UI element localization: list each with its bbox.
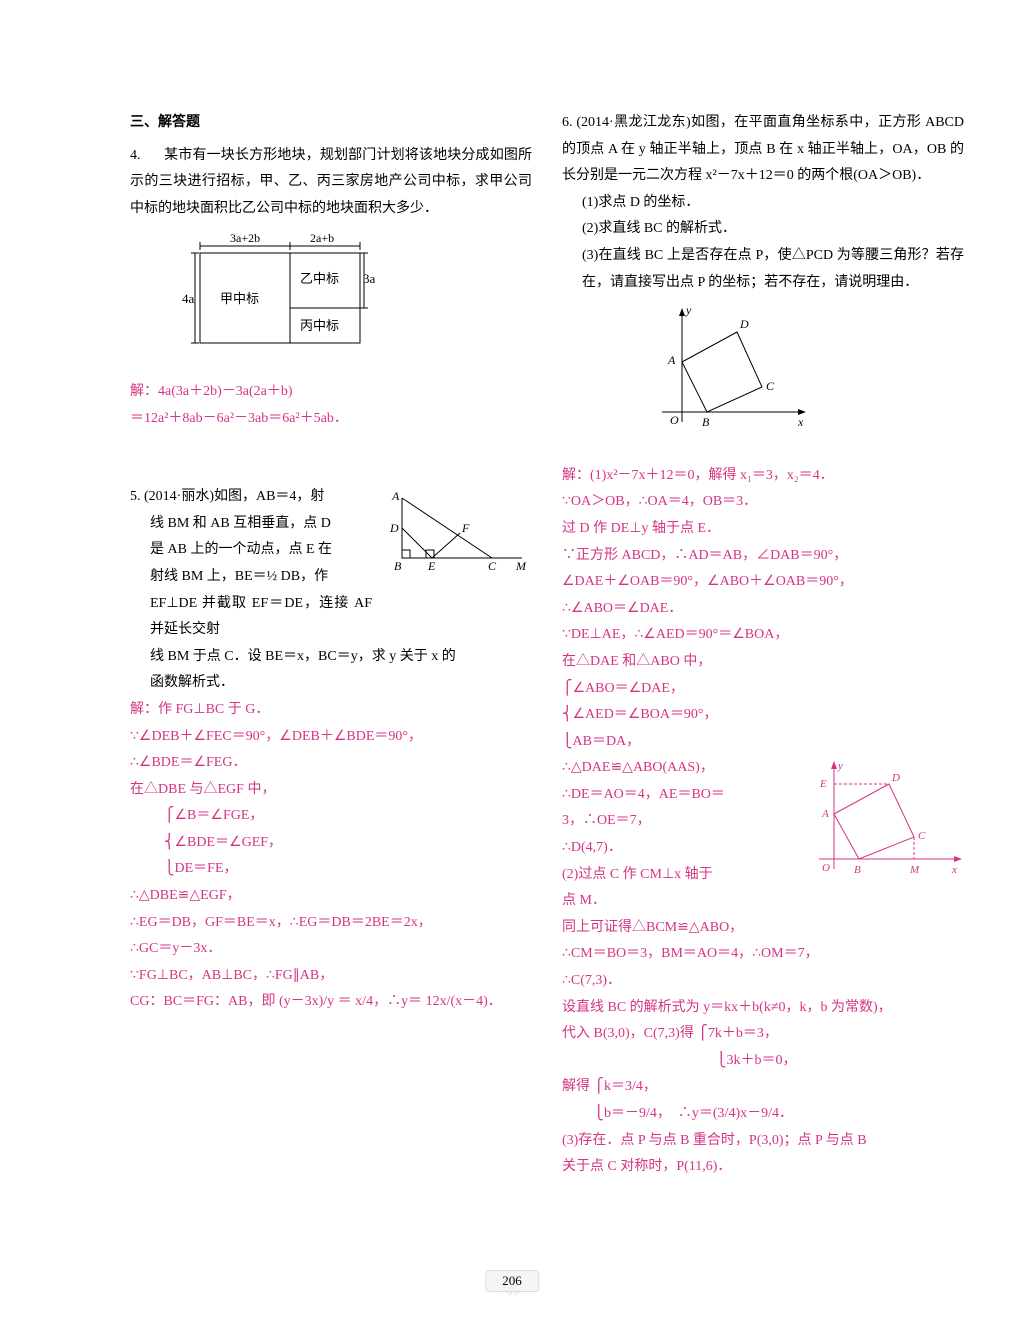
p5-s11: CG：BC＝FG：AB，即 (y－3x)/y ＝ x/4，∴y＝ 12x/(x－… — [130, 989, 532, 1016]
d2-E: E — [819, 778, 827, 790]
p6-s0: 解：(1)x²－7x＋12＝0，解得 x₁＝3，x₂＝4． — [562, 463, 964, 490]
section-title: 三、解答题 — [130, 110, 532, 137]
p6-s3: ∵正方形 ABCD，∴AD＝AB，∠DAB＝90°， — [562, 543, 964, 570]
lbl-M: M — [515, 559, 527, 573]
p5-s8: ∴EG＝DB，GF＝BE＝x，∴EG＝DB＝2BE＝2x， — [130, 910, 532, 937]
p6-s25: (3)存在．点 P 与点 B 重合时，P(3,0)；点 P 与点 B — [562, 1128, 964, 1155]
label-bing: 丙中标 — [300, 318, 339, 333]
problem-4-diagram: 3a+2b 2a+b 4a 3a 甲中标 乙中标 丙中标 — [160, 228, 532, 369]
p6-s17: 同上可证得△BCM≌△ABO， — [562, 915, 964, 942]
d1-B: B — [702, 415, 710, 429]
p5-s10: ∵FG⊥BC，AB⊥BC，∴FG∥AB， — [130, 963, 532, 990]
problem-6-header: (2014·黑龙江龙东)如图，在平面直角坐标系中，正方形 ABCD 的顶点 A … — [562, 115, 964, 183]
problem-5: A D B E F C M 5. (2014·丽水)如图，AB＝4，射 线 BM… — [130, 484, 532, 1016]
label-4a: 4a — [182, 291, 195, 306]
p5-s3: 在△DBE 与△EGF 中， — [130, 777, 532, 804]
problem-6-num: 6. — [562, 115, 573, 130]
right-column: 6. (2014·黑龙江龙东)如图，在平面直角坐标系中，正方形 ABCD 的顶点… — [562, 110, 964, 1193]
p6-s10: ⎩AB＝DA， — [562, 729, 964, 756]
d1-O: O — [670, 413, 679, 427]
lbl-F: F — [461, 521, 470, 535]
p6-s21: 代入 B(3,0)，C(7,3)得 ⎧7k＋b＝3， — [562, 1021, 964, 1048]
problem-4-sol-1: 解：4a(3a＋2b)－3a(2a＋b) — [130, 379, 532, 406]
p5-s6: ⎩DE＝FE， — [130, 856, 532, 883]
p6-s26: 关于点 C 对称时，P(11,6)． — [562, 1154, 964, 1181]
problem-4-num: 4. — [130, 148, 141, 163]
p6-s1: ∵OA＞OB，∴OA＝4，OB＝3． — [562, 489, 964, 516]
p5-s7: ∴△DBE≌△EGF， — [130, 883, 532, 910]
p6-s5: ∴∠ABO＝∠DAE． — [562, 596, 964, 623]
page-number: 206 — [485, 1270, 539, 1292]
problem-6: 6. (2014·黑龙江龙东)如图，在平面直角坐标系中，正方形 ABCD 的顶点… — [562, 110, 964, 1181]
problem-5-header: (2014·丽水)如图，AB＝4，射 — [144, 489, 324, 504]
p6-s2: 过 D 作 DE⊥y 轴于点 E． — [562, 516, 964, 543]
d1-y: y — [685, 303, 692, 317]
p6-s6: ∵DE⊥AE，∴∠AED＝90°＝∠BOA， — [562, 622, 964, 649]
label-2ab: 2a+b — [310, 231, 334, 245]
diagram-svg-5: A D B E F C M — [382, 488, 532, 578]
p6-s23: 解得 ⎧k＝3/4， — [562, 1074, 964, 1101]
p6-s7: 在△DAE 和△ABO 中， — [562, 649, 964, 676]
label-3a2b: 3a+2b — [230, 231, 260, 245]
d1-A: A — [667, 353, 676, 367]
lbl-E: E — [427, 559, 436, 573]
d2-B: B — [854, 864, 861, 876]
d2-M: M — [909, 864, 920, 876]
diagram-svg: 3a+2b 2a+b 4a 3a 甲中标 乙中标 丙中标 — [160, 228, 380, 358]
p6-s8: ⎧∠ABO＝∠DAE， — [562, 676, 964, 703]
p5-s2: ∴∠BDE＝∠FEG． — [130, 750, 532, 777]
problem-6-diagram1: y x O A B C D — [652, 302, 964, 453]
lbl-B: B — [394, 559, 402, 573]
p6-s22: ⎩3k＋b＝0， — [562, 1048, 964, 1075]
problem-4-text: 某市有一块长方形地块，规划部门计划将该地块分成如图所示的三块进行招标，甲、乙、丙… — [130, 148, 532, 216]
p5-s5: ⎨∠BDE＝∠GEF， — [130, 830, 532, 857]
d2-y: y — [837, 760, 843, 772]
p5-l5: 线 BM 于点 C．设 BE＝x，BC＝y，求 y 关于 x 的 — [130, 644, 532, 671]
p5-l4: EF⊥DE 并截取 EF＝DE，连接 AF 并延长交射 — [130, 591, 532, 644]
lbl-A: A — [391, 489, 400, 503]
label-yi: 乙中标 — [300, 271, 339, 286]
problem-6-diagram2: y x O A B C D E M — [814, 759, 964, 900]
p6-s20: 设直线 BC 的解析式为 y＝kx＋b(k≠0，k，b 为常数)， — [562, 995, 964, 1022]
p5-s1: ∵∠DEB＋∠FEC＝90°，∠DEB＋∠BDE＝90°， — [130, 724, 532, 751]
d1-D: D — [739, 317, 749, 331]
problem-5-diagram: A D B E F C M — [382, 488, 532, 589]
d2-D: D — [891, 772, 900, 784]
p5-s0: 解：作 FG⊥BC 于 G． — [130, 697, 532, 724]
p6-s24: ⎩b＝－9/4， ∴y＝(3/4)x－9/4． — [562, 1101, 964, 1128]
problem-4: 4. 某市有一块长方形地块，规划部门计划将该地块分成如图所示的三块进行招标，甲、… — [130, 143, 532, 433]
diagram6-svg: y x O A B C D — [652, 302, 812, 442]
d1-C: C — [766, 379, 775, 393]
d2-C: C — [918, 830, 926, 842]
d2-O: O — [822, 862, 830, 874]
problem-4-sol-2: ＝12a²＋8ab－6a²－3ab＝6a²＋5ab． — [130, 406, 532, 433]
d2-A: A — [821, 808, 829, 820]
p6-s9: ⎨∠AED＝∠BOA＝90°， — [562, 702, 964, 729]
p6-part1: (1)求点 D 的坐标． — [562, 190, 964, 217]
p6-s19: ∴C(7,3)． — [562, 968, 964, 995]
lbl-C: C — [488, 559, 497, 573]
d1-x: x — [797, 415, 804, 429]
p5-s9: ∴GC＝y－3x． — [130, 936, 532, 963]
d2-x: x — [951, 864, 957, 876]
p5-l6: 函数解析式． — [130, 670, 532, 697]
p6-part2: (2)求直线 BC 的解析式． — [562, 216, 964, 243]
problem-5-num: 5. — [130, 489, 141, 504]
diagram6b-svg: y x O A B C D E M — [814, 759, 964, 889]
label-3a: 3a — [363, 271, 376, 286]
p5-s4: ⎧∠B＝∠FGE， — [130, 803, 532, 830]
p6-part3: (3)在直线 BC 上是否存在点 P，使△PCD 为等腰三角形？若存在，请直接写… — [562, 243, 964, 296]
p6-s18: ∴CM＝BO＝3，BM＝AO＝4，∴OM＝7， — [562, 941, 964, 968]
lbl-D: D — [389, 521, 399, 535]
left-column: 三、解答题 4. 某市有一块长方形地块，规划部门计划将该地块分成如图所示的三块进… — [130, 110, 532, 1193]
label-jia: 甲中标 — [220, 291, 259, 306]
p6-s4: ∠DAE＋∠OAB＝90°，∠ABO＋∠OAB＝90°， — [562, 569, 964, 596]
